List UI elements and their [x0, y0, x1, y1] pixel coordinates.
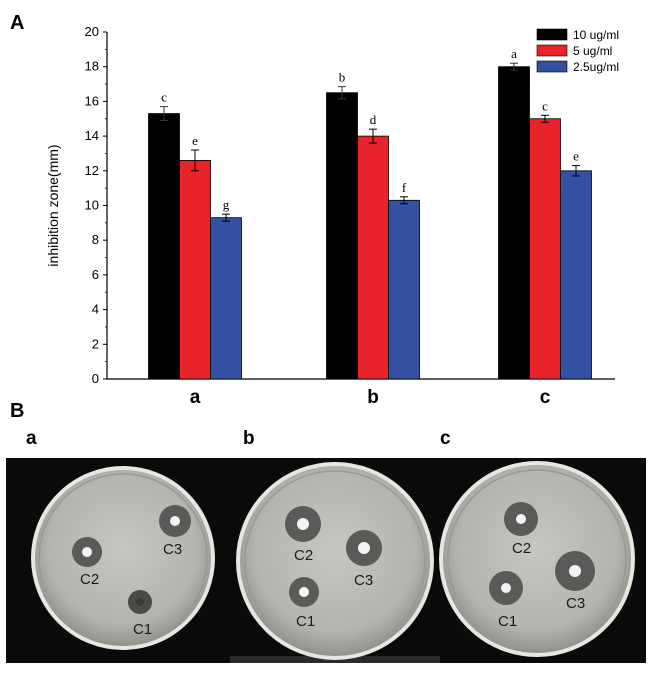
bar — [498, 66, 530, 380]
significance-letter: d — [370, 112, 377, 127]
panel-b-label: B — [10, 400, 25, 422]
well-label-c3: C3 — [354, 572, 373, 589]
x-tick-label: b — [367, 387, 379, 408]
x-tick-label: a — [190, 387, 201, 408]
y-tick-label: 6 — [92, 267, 99, 282]
legend-entry: 5 ug/ml — [573, 44, 612, 58]
well-label-c2: C2 — [80, 571, 99, 588]
significance-letter: b — [339, 70, 346, 85]
significance-letter: a — [511, 46, 517, 61]
x-tick-label: c — [540, 387, 551, 408]
significance-letter: e — [573, 149, 579, 164]
inhibition-zone-c1 — [128, 590, 152, 614]
y-tick-label: 12 — [85, 163, 99, 178]
inhibition-zone-c1 — [489, 571, 523, 605]
y-tick-label: 20 — [85, 24, 99, 39]
inhibition-zone-c2 — [72, 537, 102, 567]
well-label-c3: C3 — [163, 541, 182, 558]
panel-a-label: A — [10, 12, 25, 34]
y-tick-label: 10 — [85, 198, 99, 213]
bar — [560, 170, 592, 380]
bar — [326, 92, 358, 380]
inhibition-zone-c3 — [555, 551, 595, 591]
significance-letter: g — [223, 197, 230, 212]
petri-dish-b: C2 C3 C1 — [236, 462, 434, 660]
bar — [357, 135, 389, 380]
y-tick-label: 4 — [92, 302, 99, 317]
bar — [388, 199, 420, 380]
bar — [148, 113, 180, 380]
y-tick-label: 2 — [92, 336, 99, 351]
significance-letter: f — [402, 180, 407, 195]
photo-label-c: c — [440, 428, 451, 449]
photo-label-b: b — [243, 428, 255, 449]
y-tick-label: 18 — [85, 59, 99, 74]
bar — [210, 217, 242, 380]
well-label-c2: C2 — [512, 540, 531, 557]
well-label-c3: C3 — [566, 595, 585, 612]
petri-dish-c: C2 C3 C1 — [439, 461, 635, 657]
legend-swatch — [536, 60, 568, 73]
legend-entry: 10 ug/ml — [573, 28, 619, 42]
well-label-c1: C1 — [133, 621, 152, 638]
petri-dish-photo: C2 C3 C1 C2 C3 C1 C2 C3 C1 — [6, 458, 646, 663]
inhibition-zone-c2 — [285, 506, 321, 542]
significance-letter: e — [192, 133, 198, 148]
y-tick-label: 8 — [92, 232, 99, 247]
y-axis-label: inhibition zone(mm) — [45, 144, 61, 266]
legend-swatch — [536, 44, 568, 57]
well-label-c1: C1 — [296, 613, 315, 630]
bar — [529, 118, 561, 380]
significance-letter: c — [542, 98, 548, 113]
y-tick-label: 0 — [92, 371, 99, 386]
legend-swatch — [536, 28, 568, 41]
y-tick-label: 14 — [85, 128, 99, 143]
bar-chart: 0 2 4 6 8 10 12 14 16 18 20 inhibition zone(mm) c e g a… — [45, 24, 619, 408]
legend-entry: 2.5ug/ml — [573, 60, 619, 74]
photo-label-a: a — [26, 428, 37, 449]
y-tick-label: 16 — [85, 93, 99, 108]
petri-dish-a: C2 C3 C1 — [31, 466, 215, 650]
significance-letter: c — [161, 90, 167, 105]
well-label-c1: C1 — [498, 613, 517, 630]
bar — [179, 159, 211, 380]
well-label-c2: C2 — [294, 547, 313, 564]
inhibition-zone-c2 — [504, 502, 538, 536]
inhibition-zone-c3 — [346, 530, 382, 566]
inhibition-zone-c3 — [159, 505, 191, 537]
inhibition-zone-c1 — [289, 577, 319, 607]
